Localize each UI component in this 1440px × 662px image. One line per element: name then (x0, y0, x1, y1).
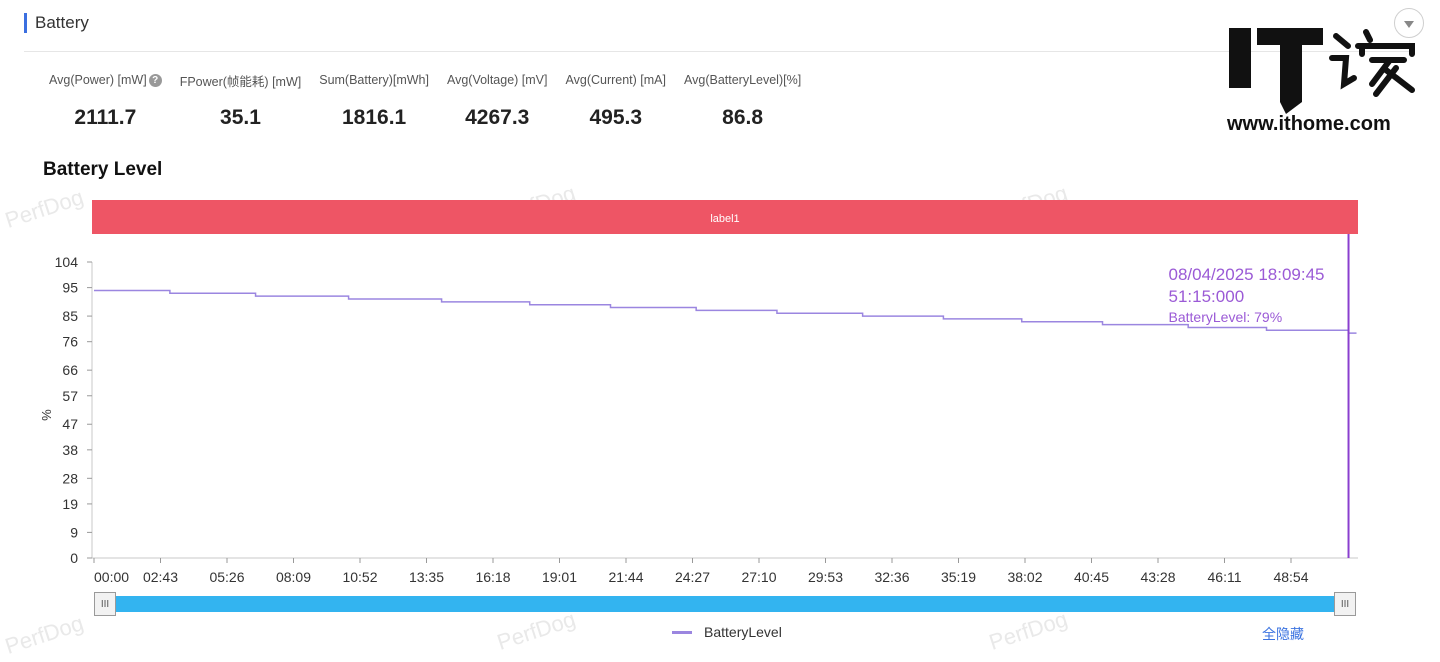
metric-label: Avg(Current) [mA] (565, 73, 667, 87)
metric-label: Avg(BatteryLevel)[%] (684, 73, 802, 87)
y-tick-label: 19 (62, 496, 78, 512)
metric-value: 1816.1 (341, 106, 407, 129)
metric-sum-battery: Sum(Battery)[mWh] 1816.1 (310, 70, 438, 130)
y-tick-label: 38 (62, 442, 78, 458)
series-line-batterylevel (94, 289, 1357, 334)
y-tick-label: 95 (62, 280, 78, 296)
y-tick-label: 9 (70, 524, 78, 540)
metric-avg-voltage: Avg(Voltage) [mV] 4267.3 (438, 70, 557, 130)
y-tick-label: 76 (62, 334, 78, 350)
metric-fpower: FPower(帧能耗) [mW] 35.1 (171, 70, 311, 130)
x-tick-label: 10:52 (342, 569, 377, 585)
y-tick-label: 85 (62, 308, 78, 324)
metric-avg-current: Avg(Current) [mA] 495.3 (557, 70, 676, 130)
ithome-logo (1229, 28, 1415, 114)
header-divider (24, 51, 1414, 52)
x-tick-label: 02:43 (143, 569, 178, 585)
metric-value: 495.3 (589, 106, 643, 129)
label-band-text: label1 (710, 213, 739, 225)
tooltip-elapsed: 51:15:000 (1169, 287, 1245, 306)
battery-level-chart: label1 0 9 19 28 38 47 57 66 76 85 95 104 00:00 02:4… (39, 200, 1358, 585)
hide-all-button[interactable]: 全隐藏 (1262, 626, 1304, 642)
watermark: PerfDog (985, 606, 1071, 655)
x-tick-label: 13:35 (409, 569, 444, 585)
x-tick-label: 16:18 (475, 569, 510, 585)
x-tick-label: 27:10 (741, 569, 776, 585)
y-tick-label: 0 (70, 550, 78, 566)
tooltip-date: 08/04/2025 18:09:45 (1169, 265, 1325, 284)
x-tick-label: 08:09 (276, 569, 311, 585)
metric-value: 35.1 (220, 106, 261, 129)
x-tick-label: 19:01 (542, 569, 577, 585)
watermark: PerfDog (1, 610, 87, 659)
metric-label: FPower(帧能耗) [mW] (179, 74, 302, 89)
x-tick-label: 29:53 (808, 569, 843, 585)
collapse-button[interactable] (1394, 8, 1424, 38)
zoom-slider-right-handle[interactable]: III (1334, 592, 1356, 616)
section-header: Battery (24, 10, 89, 36)
metric-value: 2111.7 (74, 106, 137, 129)
chevron-down-icon (1404, 20, 1414, 28)
metric-label: Sum(Battery)[mWh] (319, 73, 429, 87)
zoom-slider-track[interactable] (106, 596, 1338, 612)
logo-url: www.ithome.com (1227, 113, 1391, 135)
section-title: Battery (35, 13, 89, 32)
section-accent-bar (24, 13, 27, 33)
x-tick-label: 46:11 (1208, 569, 1242, 585)
metric-label: Avg(Voltage) [mV] (446, 73, 548, 87)
x-tick-label: 24:27 (675, 569, 710, 585)
metric-label: Avg(Power) [mW] (49, 73, 147, 87)
metric-value: 86.8 (722, 106, 764, 129)
metric-avg-power: Avg(Power) [mW] ? 2111.7 (40, 70, 171, 130)
zoom-slider-left-handle[interactable]: III (94, 592, 116, 616)
y-tick-label: 28 (62, 470, 78, 486)
x-tick-label: 48:54 (1273, 569, 1308, 585)
legend-label: BatteryLevel (704, 624, 782, 640)
label-band (92, 200, 1358, 234)
x-tick-label: 00:00 (94, 569, 129, 585)
x-tick-label: 35:19 (941, 569, 976, 585)
x-tick-label: 05:26 (209, 569, 244, 585)
x-tick-label: 21:44 (608, 569, 643, 585)
chart-title: Battery Level (43, 159, 163, 180)
x-tick-label: 32:36 (874, 569, 909, 585)
x-tick-label: 38:02 (1007, 569, 1042, 585)
metric-value: 4267.3 (465, 106, 530, 129)
y-axis-label: % (39, 409, 54, 421)
y-tick-label: 104 (55, 254, 79, 270)
y-tick-label: 57 (62, 388, 78, 404)
metrics-row: Avg(Power) [mW] ? 2111.7 FPower(帧能耗) [mW… (40, 70, 810, 130)
tooltip-value: BatteryLevel: 79% (1169, 309, 1283, 325)
y-tick-label: 47 (62, 416, 78, 432)
x-tick-label: 40:45 (1074, 569, 1109, 585)
legend-item-batterylevel[interactable]: BatteryLevel (672, 624, 782, 640)
help-icon[interactable]: ? (148, 73, 162, 87)
y-tick-label: 66 (62, 362, 78, 378)
watermark: PerfDog (493, 606, 579, 655)
x-tick-label: 43:28 (1140, 569, 1175, 585)
metric-avg-battery-level: Avg(BatteryLevel)[%] 86.8 (675, 70, 810, 130)
legend-swatch (672, 630, 692, 634)
